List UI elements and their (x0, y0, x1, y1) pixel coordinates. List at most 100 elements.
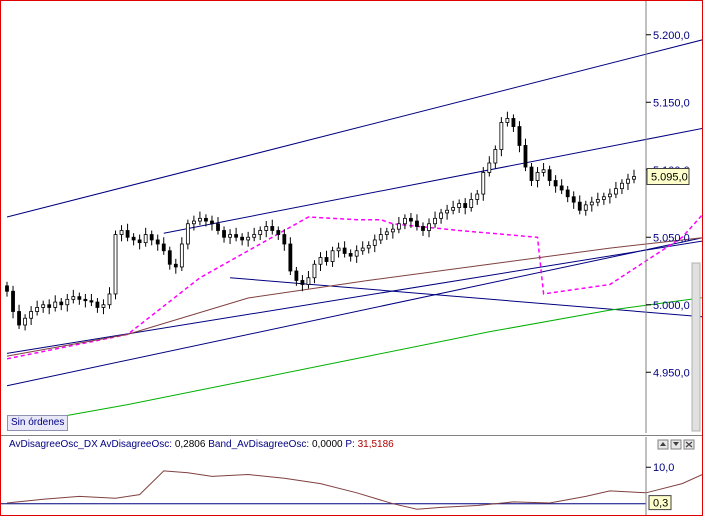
osc-series-line[interactable] (6, 458, 702, 511)
price-candle (433, 211, 437, 228)
candle-body (95, 301, 100, 308)
oscillator-legend: AvDisagreeOsc_DX AvDisagreeOsc: 0,2806 B… (9, 439, 394, 450)
price-scrollbar[interactable] (691, 262, 701, 432)
price-candle (95, 298, 100, 313)
candle-body (167, 250, 172, 265)
price-candle (589, 196, 594, 212)
price-candle (366, 241, 371, 254)
price-candle (607, 188, 612, 204)
price-candle (246, 231, 251, 247)
trendline-1[interactable] (163, 100, 702, 234)
candle-body (607, 193, 612, 198)
trendline-3[interactable] (6, 217, 702, 354)
price-candle (469, 192, 474, 212)
orders-status-badge[interactable]: Sin órdenes (7, 415, 69, 431)
price-candle (11, 285, 15, 319)
candle-body (577, 201, 582, 211)
candle-body (589, 201, 594, 206)
candle-body (493, 149, 498, 164)
oscillator-chart[interactable]: 10,0 0,3 (1, 437, 702, 515)
candle-body (300, 280, 305, 285)
price-candle (457, 199, 462, 213)
candle-body (559, 185, 564, 191)
price-tick-label: 4.950,0 (653, 367, 690, 379)
trendline-4[interactable] (230, 277, 702, 329)
price-candle (264, 221, 269, 238)
candle-body (457, 203, 462, 208)
price-candle (493, 145, 498, 169)
candle-body (318, 257, 323, 265)
price-candle (445, 204, 450, 220)
osc-value-3: 31,5186 (357, 439, 394, 450)
price-candle (409, 212, 413, 228)
moving-average-line-1[interactable] (6, 218, 702, 357)
candle-body (282, 234, 287, 245)
candle-body (17, 311, 21, 326)
moving-average-line-2[interactable] (6, 267, 702, 427)
candle-body (89, 300, 94, 303)
candle-body (173, 263, 178, 268)
candle-body (330, 250, 335, 262)
candle-body (632, 176, 636, 180)
price-candle (191, 215, 196, 231)
candle-body (342, 247, 347, 254)
pane-control-icons[interactable] (657, 439, 695, 450)
candle-body (312, 263, 317, 279)
price-candle (173, 258, 178, 274)
candle-body (228, 234, 232, 238)
osc-label-2: Band_AvDisagreeOsc: (208, 439, 310, 450)
moving-average-line-0[interactable] (6, 127, 702, 360)
osc-label-3: P: (345, 439, 355, 450)
osc-value-1: 0,2806 (174, 439, 206, 450)
price-candle (204, 214, 208, 227)
candle-body (511, 118, 516, 127)
price-candle (125, 223, 130, 242)
candle-body (499, 122, 504, 150)
candle-body (210, 220, 214, 225)
price-candle (547, 165, 552, 186)
price-tick-label: 5.000,0 (653, 300, 690, 312)
price-candle (198, 211, 202, 226)
price-candle (601, 192, 606, 205)
candle-body (246, 236, 251, 241)
price-candle (119, 225, 124, 242)
price-chart[interactable]: 5.200,05.150,05.100,05.050,05.000,04.950… (1, 1, 702, 433)
price-candle (89, 293, 94, 307)
price-candle (620, 179, 624, 195)
price-candle (167, 246, 172, 270)
candle-body (378, 234, 383, 241)
price-candle (312, 260, 317, 284)
last-price-box (646, 168, 690, 185)
price-candle (487, 156, 492, 177)
price-candle (595, 192, 600, 207)
candle-body (487, 162, 492, 173)
candle-body (535, 172, 540, 181)
price-candle (131, 233, 136, 246)
pane-divider (1, 435, 702, 436)
price-candle (83, 293, 88, 308)
price-candle (107, 287, 112, 309)
price-candle (354, 245, 359, 263)
candle-body (119, 230, 124, 235)
candle-body (445, 209, 450, 214)
candle-body (469, 199, 474, 208)
price-candle (65, 293, 70, 312)
candle-body (23, 317, 27, 326)
price-candle (113, 230, 118, 300)
candle-body (433, 217, 437, 225)
candle-body (264, 226, 269, 231)
candle-body (620, 182, 624, 190)
candle-body (240, 236, 245, 241)
candle-body (415, 220, 419, 227)
trendline-0[interactable] (6, 5, 702, 218)
candle-body (366, 244, 371, 249)
candle-body (258, 230, 263, 235)
trendline-2[interactable] (6, 206, 702, 387)
candle-body (396, 223, 401, 230)
candle-body (547, 169, 552, 181)
price-candle (306, 271, 311, 289)
candle-body (65, 298, 70, 306)
osc-indicator-name: AvDisagreeOsc_DX (9, 439, 98, 450)
candle-body (409, 217, 413, 222)
